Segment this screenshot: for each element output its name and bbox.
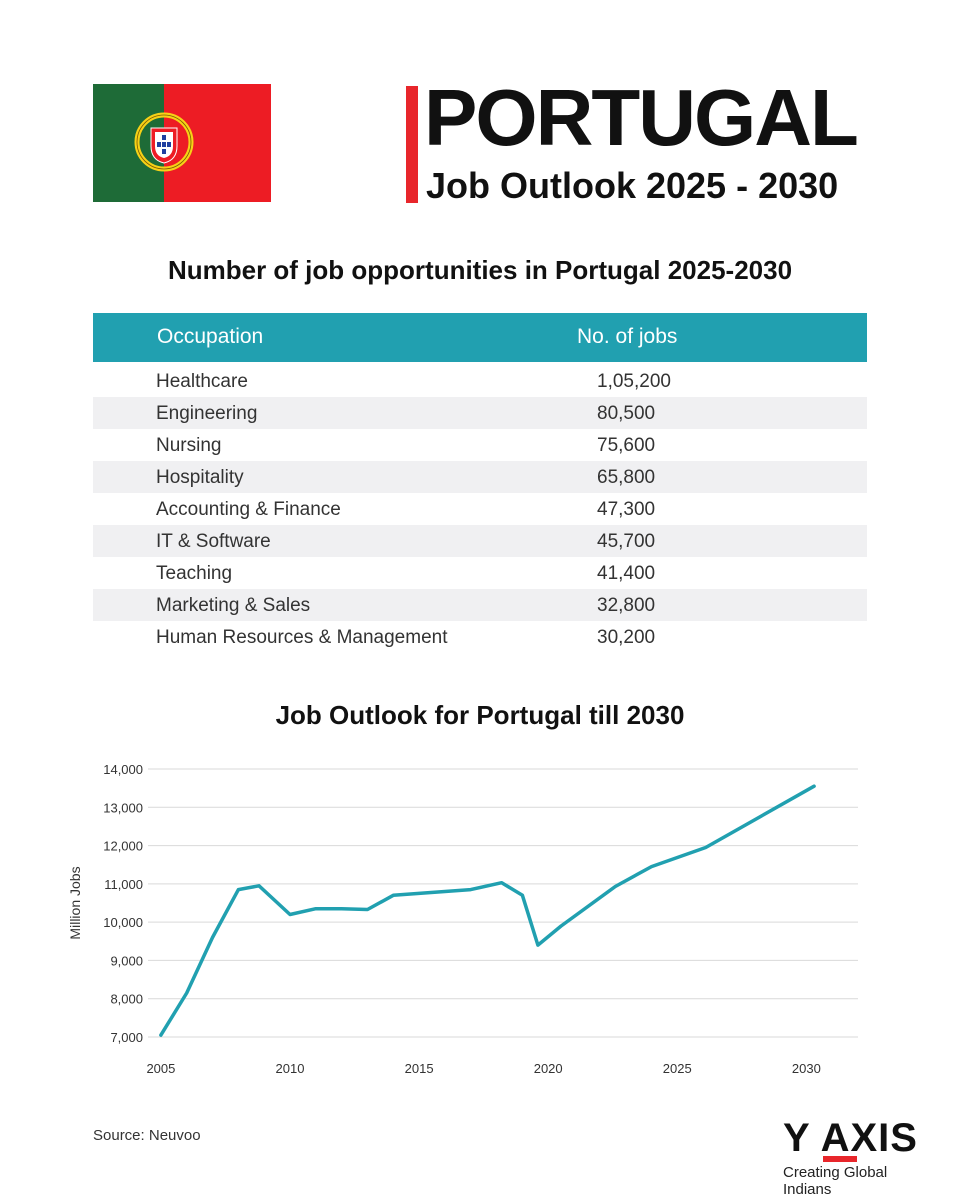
series-line: [159, 784, 816, 1037]
line-chart: 7,000 8,000 9,000 10,000 11,000 12,000 13,000 1…: [67, 762, 858, 1076]
source-note: Source: Neuvoo: [93, 1127, 201, 1144]
portugal-flag: [93, 84, 271, 202]
x-tick-label: 2020: [534, 1061, 563, 1076]
table-row: Teaching 41,400: [93, 557, 867, 589]
chart-title: Job Outlook for Portugal till 2030: [275, 700, 685, 730]
jobs-cell: 1,05,200: [597, 371, 671, 392]
flag-emblem-icon: [134, 112, 194, 172]
table-row: IT & Software 45,700: [93, 525, 867, 557]
column-header-occupation: Occupation: [157, 325, 264, 348]
table-header: Occupation No. of jobs: [93, 313, 867, 362]
jobs-cell: 45,700: [597, 531, 656, 552]
table-row: Engineering 80,500: [93, 397, 867, 429]
jobs-cell: 75,600: [597, 435, 656, 456]
table-heading: Number of job opportunities in Portugal …: [167, 255, 793, 285]
occupation-cell: Hospitality: [156, 467, 244, 488]
jobs-table: Occupation No. of jobs Healthcare 1,05,2…: [93, 313, 867, 653]
y-tick-label: 8,000: [110, 992, 143, 1007]
yaxis-logo: Y AXIS Creating Global Indians: [783, 1116, 935, 1198]
x-tick-label: 2015: [405, 1061, 434, 1076]
jobs-cell: 32,800: [597, 595, 656, 616]
x-tick-label: 2025: [663, 1061, 692, 1076]
y-tick-label: 14,000: [103, 762, 143, 777]
x-tick-label: 2010: [276, 1061, 305, 1076]
occupation-cell: Accounting & Finance: [156, 499, 341, 520]
x-tick-label: 2005: [146, 1061, 175, 1076]
logo-tagline: Creating Global Indians: [783, 1164, 888, 1198]
occupation-cell: Human Resources & Management: [156, 627, 448, 648]
column-header-jobs: No. of jobs: [577, 325, 678, 348]
occupation-cell: IT & Software: [156, 531, 271, 552]
x-tick-label: 2030: [792, 1061, 821, 1076]
y-tick-label: 9,000: [110, 953, 143, 968]
jobs-cell: 65,800: [597, 467, 656, 488]
y-axis-label: Million Jobs: [67, 866, 83, 939]
y-tick-label: 11,000: [104, 877, 143, 892]
logo-accent: [823, 1156, 857, 1162]
jobs-cell: 41,400: [597, 563, 656, 584]
page-title: PORTUGAL: [424, 73, 859, 162]
jobs-cell: 80,500: [597, 403, 656, 424]
table-row: Marketing & Sales 32,800: [93, 589, 867, 621]
y-tick-label: 12,000: [103, 839, 143, 854]
page-subtitle: Job Outlook 2025 - 2030: [426, 165, 839, 206]
y-tick-label: 10,000: [103, 915, 143, 930]
occupation-cell: Marketing & Sales: [156, 595, 311, 616]
occupation-cell: Engineering: [156, 403, 258, 424]
table-row: Healthcare 1,05,200: [93, 365, 867, 397]
y-tick-label: 13,000: [103, 800, 143, 815]
table-row: Human Resources & Management 30,200: [93, 621, 867, 653]
jobs-cell: 47,300: [597, 499, 656, 520]
title-accent-bar: [406, 86, 418, 203]
y-tick-label: 7,000: [110, 1030, 143, 1045]
occupation-cell: Teaching: [156, 563, 233, 584]
occupation-cell: Healthcare: [156, 371, 248, 392]
occupation-cell: Nursing: [156, 435, 222, 456]
table-row: Nursing 75,600: [93, 429, 867, 461]
jobs-cell: 30,200: [597, 627, 656, 648]
logo-text: Y AXIS: [783, 1116, 918, 1160]
table-row: Accounting & Finance 47,300: [93, 493, 867, 525]
table-row: Hospitality 65,800: [93, 461, 867, 493]
